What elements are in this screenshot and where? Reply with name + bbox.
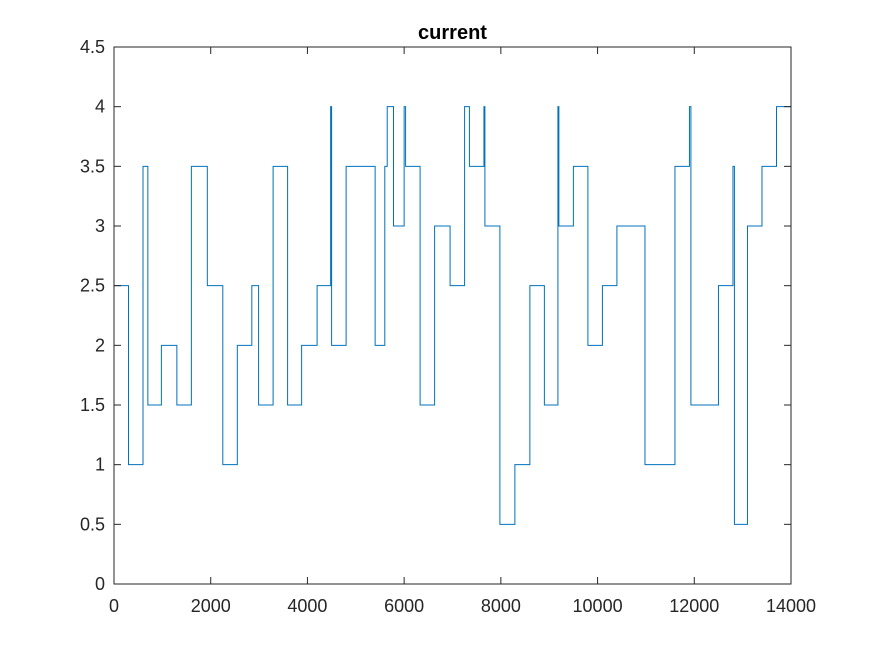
y-tick-label: 1.5: [80, 395, 105, 415]
x-tick-label: 0: [109, 596, 119, 616]
x-axis: 0 2000 4000 6000 8000 10000 12000 14000: [109, 47, 816, 616]
x-tick-label: 10000: [573, 596, 623, 616]
y-tick-label: 3.5: [80, 156, 105, 176]
y-tick-label: 4.5: [80, 37, 105, 57]
y-axis: 0 0.5 1 1.5 2 2.5 3 3.5 4 4.5: [80, 37, 791, 594]
chart-title: current: [418, 22, 487, 44]
plot-frame: [113, 46, 792, 585]
x-tick-label: 6000: [384, 596, 424, 616]
y-tick-label: 1: [95, 455, 105, 475]
y-tick-label: 2: [95, 335, 105, 355]
series-layer: [114, 106, 791, 525]
y-tick-label: 0: [95, 574, 105, 594]
y-tick-label: 2.5: [80, 276, 105, 296]
y-tick-label: 0.5: [80, 514, 105, 534]
x-tick-label: 2000: [191, 596, 231, 616]
y-tick-label: 4: [95, 97, 105, 117]
x-tick-label: 14000: [766, 596, 816, 616]
x-tick-label: 12000: [669, 596, 719, 616]
x-tick-label: 8000: [481, 596, 521, 616]
current-series-line: [114, 106, 791, 525]
x-tick-label: 4000: [287, 596, 327, 616]
plot-area: [114, 47, 791, 584]
y-tick-label: 3: [95, 216, 105, 236]
